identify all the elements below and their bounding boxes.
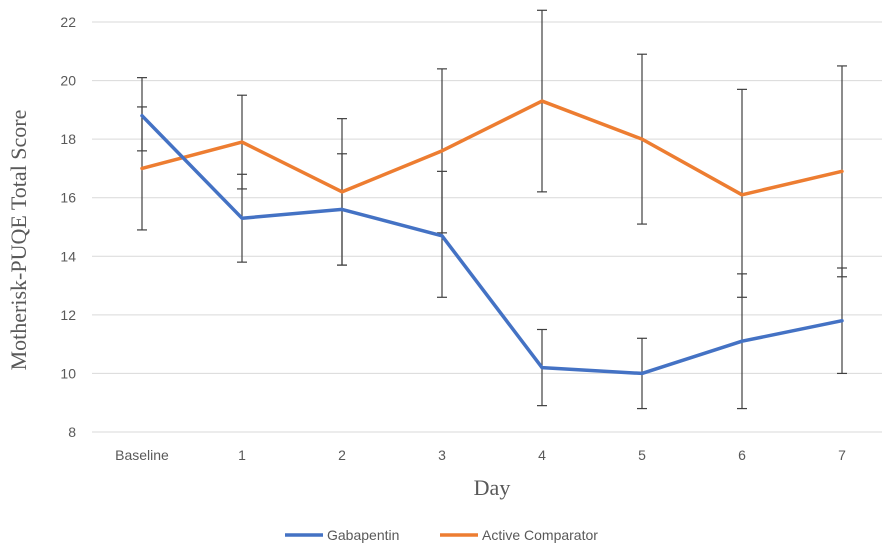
y-tick-label: 18 — [60, 131, 76, 147]
y-tick-label: 22 — [60, 14, 76, 30]
y-axis-tick-labels: 8 10 12 14 16 18 20 22 — [60, 14, 76, 440]
x-tick-label: 7 — [838, 447, 846, 463]
legend-item-gabapentin: Gabapentin — [285, 527, 399, 543]
legend-item-active-comparator: Active Comparator — [440, 527, 598, 543]
y-tick-label: 10 — [60, 365, 76, 381]
y-tick-label: 12 — [60, 307, 76, 323]
series-line-gabapentin — [140, 113, 844, 376]
legend-label: Gabapentin — [327, 527, 399, 543]
x-tick-label: 1 — [238, 447, 246, 463]
y-tick-label: 8 — [68, 424, 76, 440]
x-axis-tick-labels: Baseline 1 2 3 4 5 6 7 — [115, 447, 846, 463]
x-tick-label: 6 — [738, 447, 746, 463]
y-tick-label: 16 — [60, 190, 76, 206]
legend-label: Active Comparator — [482, 527, 598, 543]
x-tick-label: 4 — [538, 447, 546, 463]
y-tick-label: 20 — [60, 73, 76, 89]
x-tick-label: 5 — [638, 447, 646, 463]
x-tick-label: Baseline — [115, 447, 169, 463]
legend: Gabapentin Active Comparator — [285, 527, 598, 543]
series-lines — [140, 99, 844, 376]
gridlines — [92, 21, 882, 433]
x-tick-label: 2 — [338, 447, 346, 463]
x-tick-label: 3 — [438, 447, 446, 463]
series-line-active-comparator — [140, 99, 844, 197]
y-tick-label: 14 — [60, 248, 76, 264]
error-bars — [137, 9, 847, 410]
y-axis-title: Motherisk-PUQE Total Score — [6, 110, 31, 371]
x-axis-title: Day — [474, 475, 511, 500]
